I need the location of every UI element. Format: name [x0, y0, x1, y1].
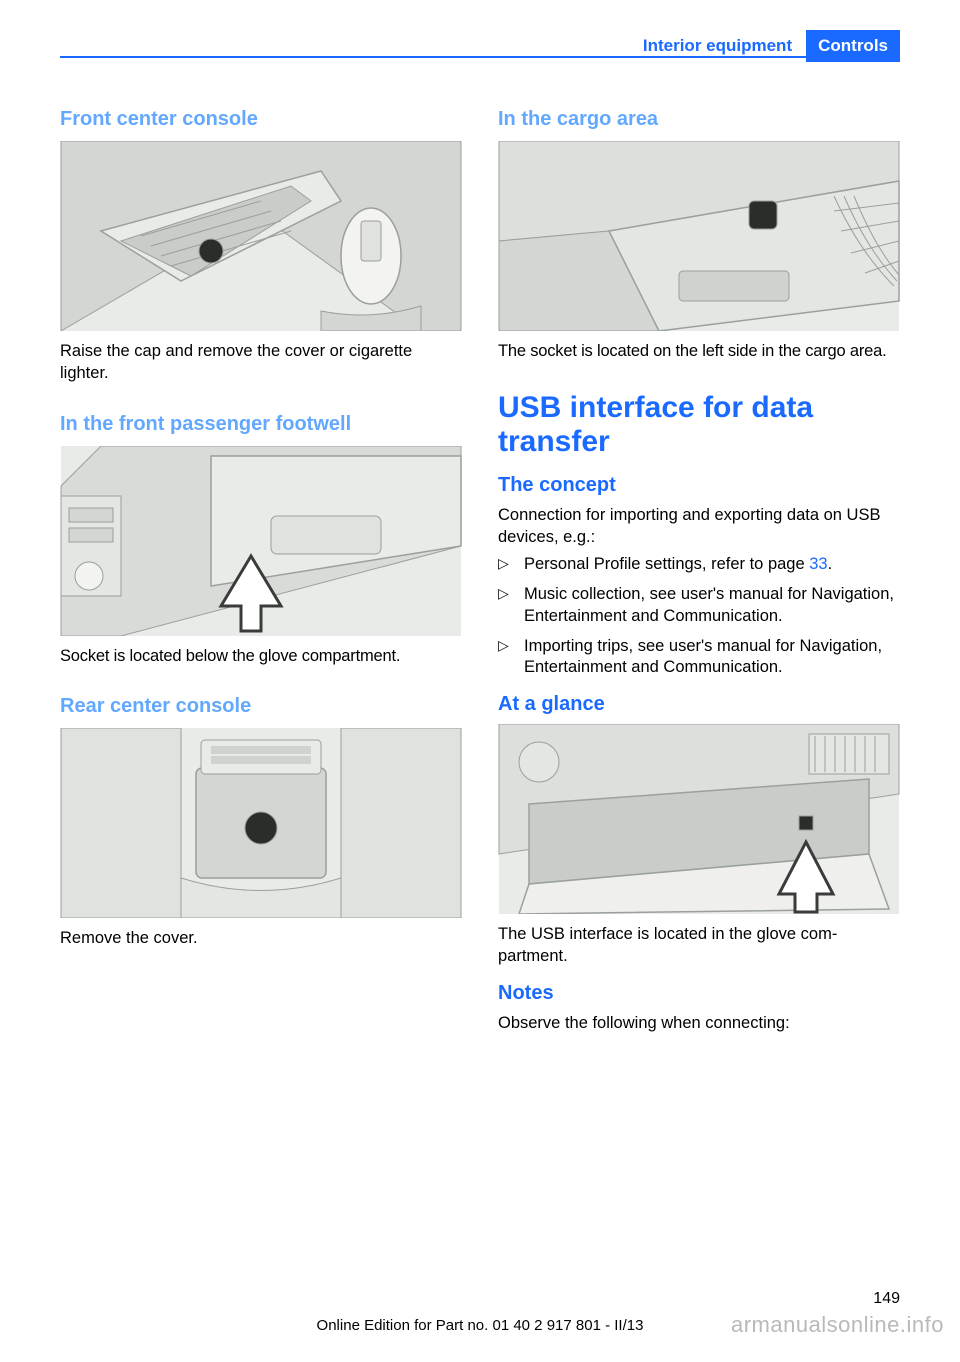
text-cargo-area: The socket is located on the left side i…	[498, 341, 900, 363]
glovebox-usb-illustration	[498, 724, 900, 914]
text-rear-console: Remove the cover.	[60, 928, 462, 950]
text-notes: Observe the following when connecting:	[498, 1013, 900, 1035]
text-front-center-console: Raise the cap and remove the cover or ci…	[60, 341, 462, 385]
list-item: Importing trips, see user's manual for N…	[498, 636, 900, 680]
figure-cargo-area	[498, 141, 900, 331]
content-columns: Front center console	[60, 100, 900, 1282]
figure-front-center-console	[60, 141, 462, 331]
heading-usb-interface: USB interface for data transfer	[498, 391, 900, 460]
rear-console-illustration	[60, 728, 462, 918]
figure-footwell	[60, 446, 462, 636]
bullet-list-usb: Personal Profile settings, refer to page…	[498, 554, 900, 679]
bullet-suffix: .	[828, 555, 833, 573]
text-footwell: Socket is located below the glove compar…	[60, 646, 462, 668]
page-reference-link[interactable]: 33	[809, 555, 827, 573]
bullet-text: Music collection, see user's manual for …	[524, 585, 894, 625]
list-item: Personal Profile settings, refer to page…	[498, 554, 900, 576]
console-shifter-illustration	[60, 141, 462, 331]
list-item: Music collection, see user's manual for …	[498, 584, 900, 628]
bullet-text: Importing trips, see user's manual for N…	[524, 637, 882, 677]
text-at-a-glance: The USB interface is located in the glov…	[498, 924, 900, 968]
heading-notes: Notes	[498, 982, 900, 1005]
heading-rear-console: Rear center console	[60, 695, 462, 718]
footer-edition-line: Online Edition for Part no. 01 40 2 917 …	[0, 1317, 960, 1334]
heading-concept: The concept	[498, 474, 900, 497]
header-divider	[60, 56, 900, 58]
page-number: 149	[873, 1290, 900, 1308]
footwell-illustration	[60, 446, 462, 636]
figure-rear-console	[60, 728, 462, 918]
right-column: In the cargo area	[498, 100, 900, 1282]
cargo-area-illustration	[498, 141, 900, 331]
heading-cargo-area: In the cargo area	[498, 108, 900, 131]
heading-at-a-glance: At a glance	[498, 693, 900, 716]
text-concept: Connection for importing and exporting d…	[498, 505, 900, 549]
heading-front-center-console: Front center console	[60, 108, 462, 131]
heading-footwell: In the front passenger footwell	[60, 413, 462, 436]
left-column: Front center console	[60, 100, 462, 1282]
bullet-text: Personal Profile settings, refer to page	[524, 555, 809, 573]
figure-glovebox-usb	[498, 724, 900, 914]
chapter-title: Interior equipment	[643, 36, 792, 56]
